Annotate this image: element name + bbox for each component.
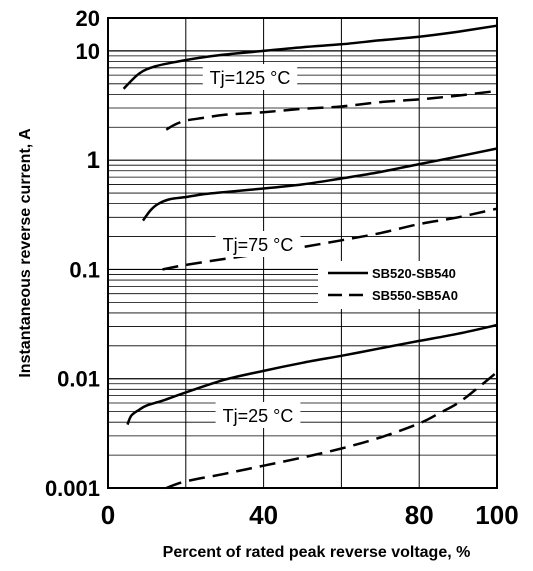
- temperature-annotation: Tj=125 °C: [210, 68, 291, 88]
- annotations: Tj=125 °C Tj=75 °C Tj=25 °C: [202, 64, 301, 428]
- temperature-annotation: Tj=75 °C: [223, 235, 294, 255]
- ticks: 0.001 0.01 0.1 1 10 20 0 40 80 100: [45, 6, 519, 530]
- series-line-solid: [122, 24, 498, 90]
- series-line-dashed: [165, 371, 498, 490]
- x-tick-label: 100: [475, 500, 518, 530]
- x-tick-label: 40: [249, 500, 278, 530]
- y-tick-label: 0.001: [45, 476, 100, 501]
- y-tick-label: 0.01: [57, 367, 100, 392]
- annotation-background: [215, 402, 301, 428]
- legend-label: SB550-SB5A0: [372, 288, 458, 303]
- series-group: [122, 24, 498, 490]
- y-tick-label: 20: [76, 6, 100, 31]
- legend: SB520-SB540 SB550-SB5A0: [318, 261, 496, 309]
- y-axis-label: Instantaneous reverse current, A: [17, 128, 34, 378]
- plot-frame: [107, 17, 498, 489]
- y-tick-label: 0.1: [69, 257, 100, 282]
- y-tick-label: 10: [76, 39, 100, 64]
- series-line-solid: [141, 147, 498, 222]
- x-tick-label: 80: [405, 500, 434, 530]
- series-line-dashed: [162, 207, 498, 271]
- legend-label: SB520-SB540: [372, 266, 456, 281]
- series-line-solid: [126, 323, 498, 426]
- x-tick-label: 0: [101, 500, 115, 530]
- x-axis-label: Percent of rated peak reverse voltage, %: [163, 544, 471, 561]
- series-line-dashed: [165, 89, 498, 131]
- legend-background: [318, 261, 496, 309]
- annotation-background: [215, 231, 301, 257]
- annotation-background: [202, 64, 298, 90]
- y-tick-label: 1: [87, 147, 100, 174]
- grid: [108, 18, 497, 488]
- temperature-annotation: Tj=25 °C: [223, 406, 294, 426]
